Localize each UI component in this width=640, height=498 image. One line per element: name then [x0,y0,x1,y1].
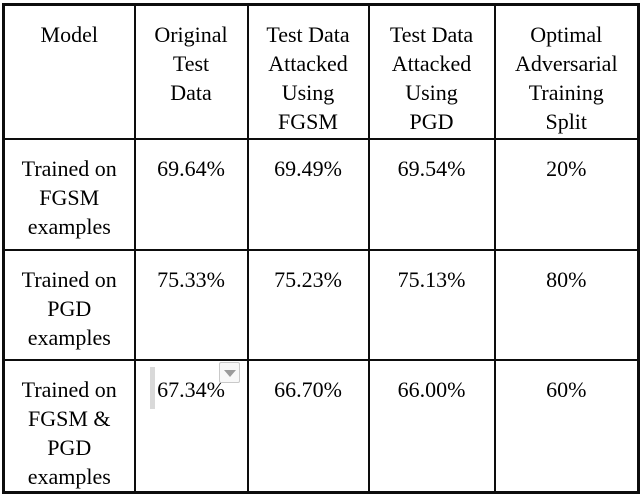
cell-both-attacked-pgd: 66.00% [367,358,496,493]
table-row: Trained on PGD examples 75.33% 75.23% 75… [2,248,640,361]
column-header-original-test-data: Original Test Data [133,3,249,140]
row-label-trained-pgd: Trained on PGD examples [2,248,136,361]
column-header-optimal-split: Optimal Adversarial Training Split [493,3,640,140]
table-row: Trained on FGSM examples 69.64% 69.49% 6… [2,137,640,251]
row-label-trained-fgsm: Trained on FGSM examples [2,137,136,251]
column-header-attacked-pgd: Test Data Attacked Using PGD [367,3,496,140]
adversarial-results-table: Model Original Test Data Test Data Attac… [2,3,640,494]
cell-fgsm-original: 69.64% [133,137,249,251]
table-row: Trained on FGSM & PGD examples 67.34% 66… [2,358,640,493]
cell-pgd-split: 80% [493,248,640,361]
cell-pgd-attacked-fgsm: 75.23% [246,248,370,361]
cell-pgd-attacked-pgd: 75.13% [367,248,496,361]
cell-fgsm-split: 20% [493,137,640,251]
results-table-container: Model Original Test Data Test Data Attac… [2,3,640,494]
column-header-model: Model [2,3,136,140]
cell-fgsm-attacked-fgsm: 69.49% [246,137,370,251]
chevron-down-icon [223,369,236,377]
cell-pgd-original: 75.33% [133,248,249,361]
dropdown-arrow-button[interactable] [219,362,240,383]
cell-fgsm-attacked-pgd: 69.54% [367,137,496,251]
column-header-attacked-fgsm: Test Data Attacked Using FGSM [246,3,370,140]
cell-both-split: 60% [493,358,640,493]
header-row: Model Original Test Data Test Data Attac… [2,3,640,140]
text-cursor [150,367,155,409]
row-label-trained-fgsm-pgd: Trained on FGSM & PGD examples [2,358,136,493]
cell-both-attacked-fgsm: 66.70% [246,358,370,493]
